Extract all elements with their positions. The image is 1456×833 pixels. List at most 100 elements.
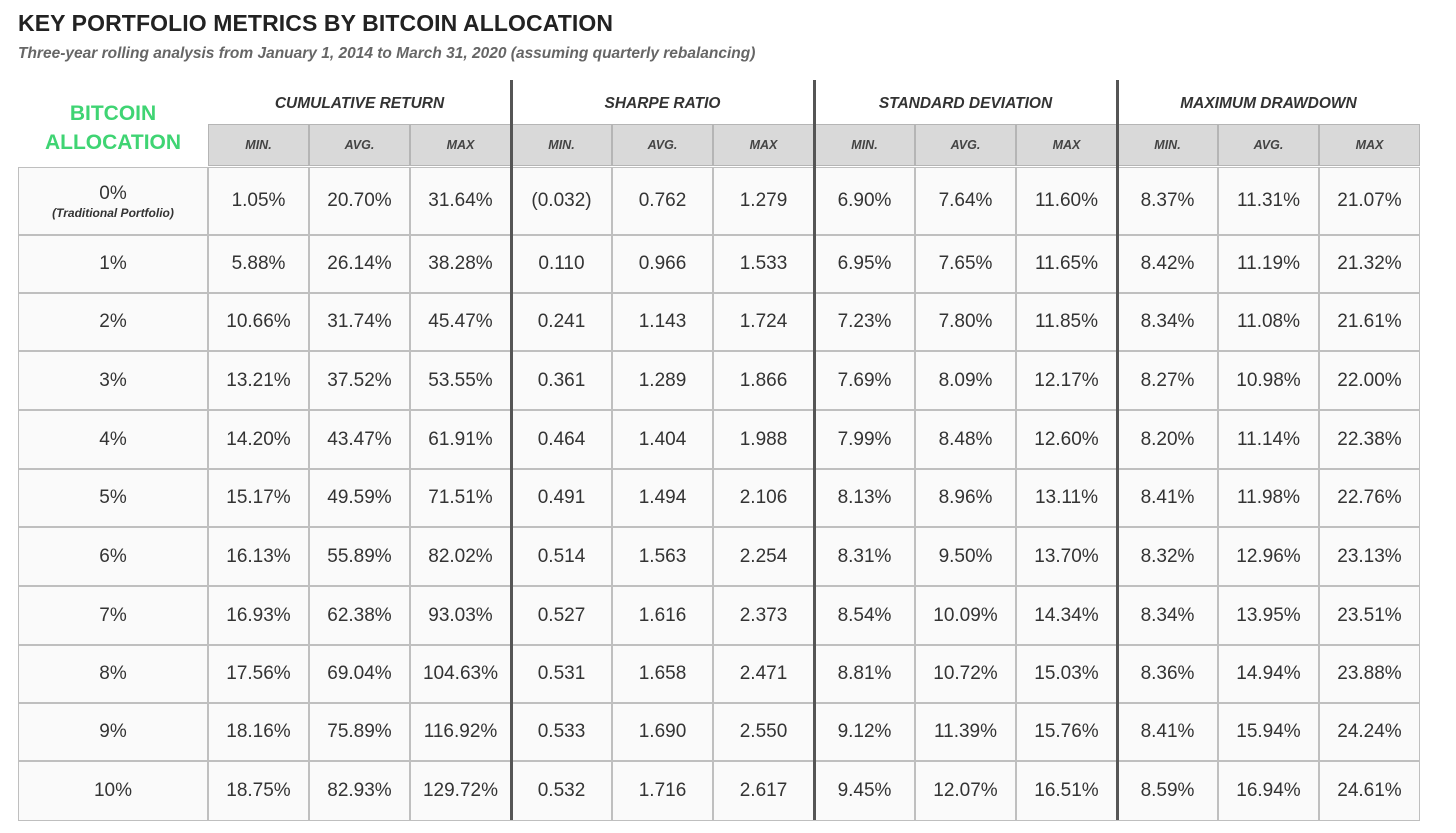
table-cell: 8.20% (1117, 410, 1218, 469)
table-cell: 1.05% (208, 167, 309, 235)
table-cell: 15.94% (1218, 703, 1319, 761)
allocation-cell: 6% (18, 527, 208, 586)
table-cell: 23.88% (1319, 645, 1420, 703)
group-header-3: MAXIMUM DRAWDOWN (1180, 95, 1357, 112)
table-cell: 8.27% (1117, 351, 1218, 410)
allocation-cell: 1% (18, 235, 208, 293)
allocation-value: 10% (93, 780, 133, 801)
table-cell: 1.616 (612, 586, 713, 645)
allocation-value: 8% (99, 663, 127, 684)
allocation-column-header: BITCOIN ALLOCATION (44, 102, 182, 154)
table-cell: 0.531 (511, 645, 612, 703)
allocation-cell: 9% (18, 703, 208, 761)
table-cell: 37.52% (309, 351, 410, 410)
table-cell: 16.93% (208, 586, 309, 645)
table-cell: 0.762 (612, 167, 713, 235)
table-cell: 15.17% (208, 469, 309, 527)
table-cell: 71.51% (410, 469, 511, 527)
table-cell: 22.38% (1319, 410, 1420, 469)
table-cell: 7.23% (814, 293, 915, 351)
table-cell: 1.988 (713, 410, 814, 469)
table-cell: 8.09% (915, 351, 1016, 410)
table-cell: 1.143 (612, 293, 713, 351)
table-cell: 1.289 (612, 351, 713, 410)
page-subtitle: Three-year rolling analysis from January… (18, 45, 756, 62)
table-cell: (0.032) (511, 167, 612, 235)
table-cell: 23.51% (1319, 586, 1420, 645)
table-cell: 11.65% (1016, 235, 1117, 293)
table-cell: 129.72% (410, 761, 511, 821)
allocation-value: 2% (99, 311, 127, 332)
allocation-note: (Traditional Portfolio) (52, 205, 174, 220)
table-cell: 1.563 (612, 527, 713, 586)
table-cell: 16.51% (1016, 761, 1117, 821)
table-cell: 93.03% (410, 586, 511, 645)
column-header: MAX (410, 124, 511, 166)
table-cell: 18.75% (208, 761, 309, 821)
table-cell: 21.61% (1319, 293, 1420, 351)
table-cell: 55.89% (309, 527, 410, 586)
table-cell: 12.60% (1016, 410, 1117, 469)
table-cell: 0.514 (511, 527, 612, 586)
table-cell: 14.20% (208, 410, 309, 469)
table-cell: 2.254 (713, 527, 814, 586)
column-header: AVG. (309, 124, 410, 166)
table-cell: 21.07% (1319, 167, 1420, 235)
table-cell: 7.80% (915, 293, 1016, 351)
table-cell: 45.47% (410, 293, 511, 351)
allocation-cell: 0% (Traditional Portfolio) (18, 167, 208, 235)
table-cell: 10.98% (1218, 351, 1319, 410)
table-cell: 24.61% (1319, 761, 1420, 821)
group-separator (1116, 80, 1119, 820)
table-cell: 38.28% (410, 235, 511, 293)
table-cell: 31.74% (309, 293, 410, 351)
table-cell: 0.527 (511, 586, 612, 645)
table-cell: 21.32% (1319, 235, 1420, 293)
table-cell: 2.550 (713, 703, 814, 761)
table-cell: 1.716 (612, 761, 713, 821)
table-cell: 13.21% (208, 351, 309, 410)
table-cell: 10.66% (208, 293, 309, 351)
table-cell: 0.241 (511, 293, 612, 351)
table-cell: 53.55% (410, 351, 511, 410)
group-separator (510, 80, 513, 820)
table-cell: 16.13% (208, 527, 309, 586)
table-cell: 26.14% (309, 235, 410, 293)
table-cell: 8.34% (1117, 586, 1218, 645)
table-cell: 15.03% (1016, 645, 1117, 703)
table-cell: 8.13% (814, 469, 915, 527)
table-cell: 69.04% (309, 645, 410, 703)
table-cell: 8.32% (1117, 527, 1218, 586)
table-cell: 8.41% (1117, 469, 1218, 527)
table-cell: 24.24% (1319, 703, 1420, 761)
allocation-cell: 8% (18, 645, 208, 703)
table-cell: 6.90% (814, 167, 915, 235)
column-header: MIN. (814, 124, 915, 166)
allocation-value: 9% (99, 721, 127, 742)
allocation-value: 7% (99, 604, 127, 626)
table-cell: 116.92% (410, 703, 511, 761)
table-cell: 7.99% (814, 410, 915, 469)
table-cell: 13.11% (1016, 469, 1117, 527)
table-cell: 8.36% (1117, 645, 1218, 703)
allocation-value: 6% (99, 545, 127, 567)
table-cell: 8.54% (814, 586, 915, 645)
table-cell: 8.48% (915, 410, 1016, 469)
table-cell: 11.98% (1218, 469, 1319, 527)
table-cell: 0.491 (511, 469, 612, 527)
table-cell: 0.533 (511, 703, 612, 761)
table-cell: 12.17% (1016, 351, 1117, 410)
column-header: MAX (1319, 124, 1420, 166)
allocation-cell: 4% (18, 410, 208, 469)
table-cell: 14.94% (1218, 645, 1319, 703)
table-cell: 0.966 (612, 235, 713, 293)
table-cell: 1.279 (713, 167, 814, 235)
table-cell: 0.361 (511, 351, 612, 410)
table-cell: 8.37% (1117, 167, 1218, 235)
allocation-value: 4% (99, 428, 127, 450)
column-header: MIN. (511, 124, 612, 166)
table-cell: 15.76% (1016, 703, 1117, 761)
allocation-cell: 2% (18, 293, 208, 351)
page-title: KEY PORTFOLIO METRICS BY BITCOIN ALLOCAT… (18, 10, 614, 36)
table-cell: 8.41% (1117, 703, 1218, 761)
